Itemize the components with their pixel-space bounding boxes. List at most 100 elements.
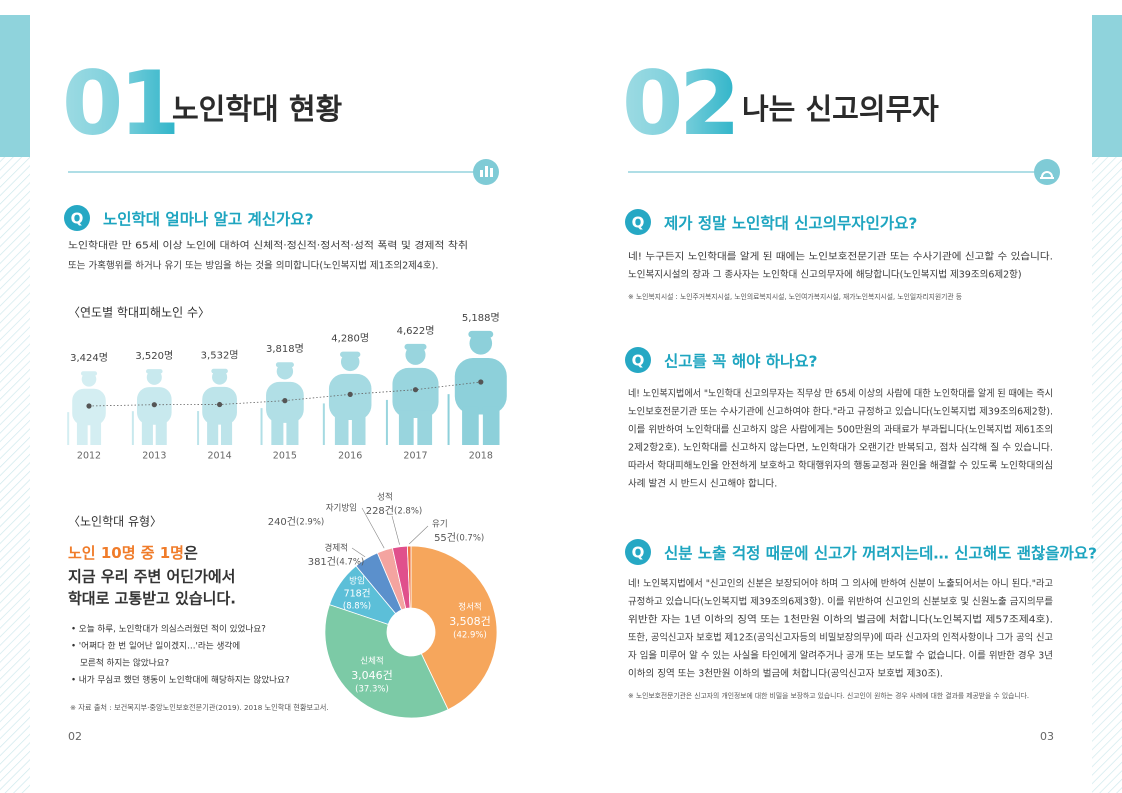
figure-head <box>340 352 360 372</box>
figure-leg <box>482 406 500 445</box>
icon-bar <box>485 166 488 177</box>
data-dot <box>217 401 223 408</box>
slice-count: 381건 <box>308 556 336 568</box>
figure-leg <box>76 420 88 445</box>
side-tab <box>0 15 30 157</box>
q-badge: Q <box>632 214 645 232</box>
page-number: 03 <box>1040 730 1054 743</box>
data-dot <box>478 379 484 385</box>
x-tick-label: 2017 <box>403 451 427 462</box>
figure-hat <box>80 371 98 376</box>
source-note: ※ 자료 출처 : 보건복지부·중앙노인보호전문기관(2019). 2018 노… <box>70 703 329 712</box>
paragraph-line: 또한, 공익신고자 보호법 제12조(공익신고자등의 비밀보장의무)에 따라 신… <box>628 632 1053 644</box>
q-badge-circle <box>625 347 651 373</box>
slice-share: (2.8%) <box>394 507 422 517</box>
figure-leg <box>90 420 102 445</box>
note: ※ 노인복지시설 : 노인주거복지시설, 노인의료복지시설, 노인여가복지시설,… <box>628 292 962 301</box>
page-number: 02 <box>68 730 82 743</box>
slice-share: (37.3%) <box>355 685 389 695</box>
figure-leg <box>155 419 167 445</box>
value-label: 3,818명 <box>266 343 304 355</box>
value-label: 4,622명 <box>397 325 435 337</box>
leader-line <box>361 507 385 549</box>
paragraph-line: 이하의 징역 또는 3천만원 이하의 벌금에 처합니다(공익신고자 보호법 제3… <box>628 668 943 680</box>
slice-category: 경제적 <box>325 543 348 554</box>
leader-line <box>408 525 429 545</box>
figure-leg <box>462 406 479 445</box>
highlight-line: 학대로 고통받고 있습니다. <box>68 590 236 608</box>
figure-hat <box>211 368 228 374</box>
paragraph-line: 네! 누구든지 노인학대를 알게 된 때에는 노인보호전문기관 또는 수사기관에… <box>628 251 1053 263</box>
q-badge: Q <box>71 210 84 228</box>
section-number: 01 <box>62 52 176 155</box>
value-label: 3,424명 <box>70 352 108 364</box>
paragraph-line: 위반한 자는 1년 이하의 징역 또는 1천만원 이하의 벌금에 처합니다(노인… <box>628 614 1053 626</box>
slice-category: 자기방임 <box>326 503 357 514</box>
data-dot <box>412 387 419 393</box>
x-tick-label: 2016 <box>338 451 362 462</box>
icon-bar <box>480 170 483 177</box>
figure-hat <box>468 330 494 338</box>
slice-count: 3,046건 <box>351 669 393 682</box>
figure-leg <box>417 410 433 445</box>
slice-count: 718건 <box>344 589 371 600</box>
chart-title: 〈연도별 학대피해노인 수〉 <box>68 306 210 320</box>
slice-count: 240건 <box>268 516 296 528</box>
q-badge-circle <box>64 205 90 231</box>
figure-leg <box>220 419 233 445</box>
q-badge: Q <box>632 352 645 370</box>
highlight-line: 지금 우리 주변 어딘가에서 <box>68 568 235 586</box>
figure-hat <box>146 369 163 374</box>
figure-leg <box>207 419 219 445</box>
q-badge: Q <box>632 544 645 562</box>
value-label: 3,520명 <box>135 350 173 362</box>
slice-share: (8.8%) <box>343 602 371 612</box>
figure-leg <box>334 413 349 445</box>
paragraph-line: 규정하고 있습니다(노인복지법 제39조의6제3항). 이를 위반하여 신고인의… <box>628 596 1053 608</box>
highlight-emphasis: 노인 10명 중 1명 <box>68 544 184 562</box>
figure-leg <box>141 419 153 445</box>
x-tick-label: 2012 <box>77 451 101 462</box>
x-tick-label: 2018 <box>469 451 493 462</box>
paragraph-line: 2제2항2호). 노인학대를 신고하지 않는다면, 노인학대가 오랜기간 반복되… <box>628 442 1053 454</box>
figure-hat <box>275 362 294 368</box>
leader-line <box>391 515 400 545</box>
paragraph-line: 노인학대란 만 65세 이상 노인에 대하여 신체적·정신적·정서적·성적 폭력… <box>68 240 468 252</box>
highlight-line: 노인 10명 중 1명은 <box>68 544 198 562</box>
slice-share: (4.7%) <box>336 558 364 568</box>
question-heading: 노인학대 얼마나 알고 계신가요? <box>103 210 314 229</box>
slice-count: 3,508건 <box>449 615 491 628</box>
side-hatch <box>1092 157 1122 793</box>
data-dot <box>282 398 288 404</box>
pie-slice <box>324 604 449 719</box>
figure-body <box>454 357 507 415</box>
pie-slice <box>410 545 498 711</box>
person-figure <box>385 343 439 445</box>
slice-category: 정서적 <box>458 602 481 613</box>
figure-body <box>392 367 439 418</box>
bullet: 모른척 하지는 않았나요? <box>80 657 169 669</box>
section-number: 02 <box>622 52 736 155</box>
paragraph-line: 자 임을 미루어 알 수 있는 사실을 타인에게 알려주거나 공개 또는 보도할… <box>628 650 1053 662</box>
side-hatch <box>0 157 30 793</box>
slice-category: 신체적 <box>360 656 383 667</box>
question-heading: 신분 노출 걱정 때문에 신고가 꺼려지는데… 신고해도 괜찮을까요? <box>664 544 1097 563</box>
slice-share: (42.9%) <box>453 631 487 641</box>
q-badge-circle <box>625 539 651 565</box>
figure-leg <box>286 417 299 445</box>
paragraph-line: 이를 위반하여 노인학대를 신고하지 않은 사람에게는 500만원의 과태료가 … <box>628 424 1053 436</box>
slice-category: 성적 <box>377 492 393 503</box>
slice-category: 방임 <box>349 576 365 587</box>
note: ※ 노인보호전문기관은 신고자의 개인정보에 대한 비밀을 보장하고 있습니다.… <box>628 691 1029 700</box>
chart-title: 〈노인학대 유형〉 <box>68 515 162 529</box>
figure-leg <box>271 417 284 445</box>
value-label: 5,188명 <box>462 312 500 324</box>
bullet: • 오늘 하루, 노인학대가 의심스러웠던 적이 있었나요? <box>71 623 266 635</box>
slice-count: 228건 <box>366 505 394 517</box>
paragraph-line: 따라서 학대피해노인을 안전하게 보호하고 학대행위자의 행동교정과 원인을 해… <box>628 460 1053 472</box>
icon-siren <box>1040 171 1054 179</box>
slice-share: (0.7%) <box>456 534 484 544</box>
pie-slice <box>406 545 412 609</box>
x-tick-label: 2013 <box>142 451 166 462</box>
